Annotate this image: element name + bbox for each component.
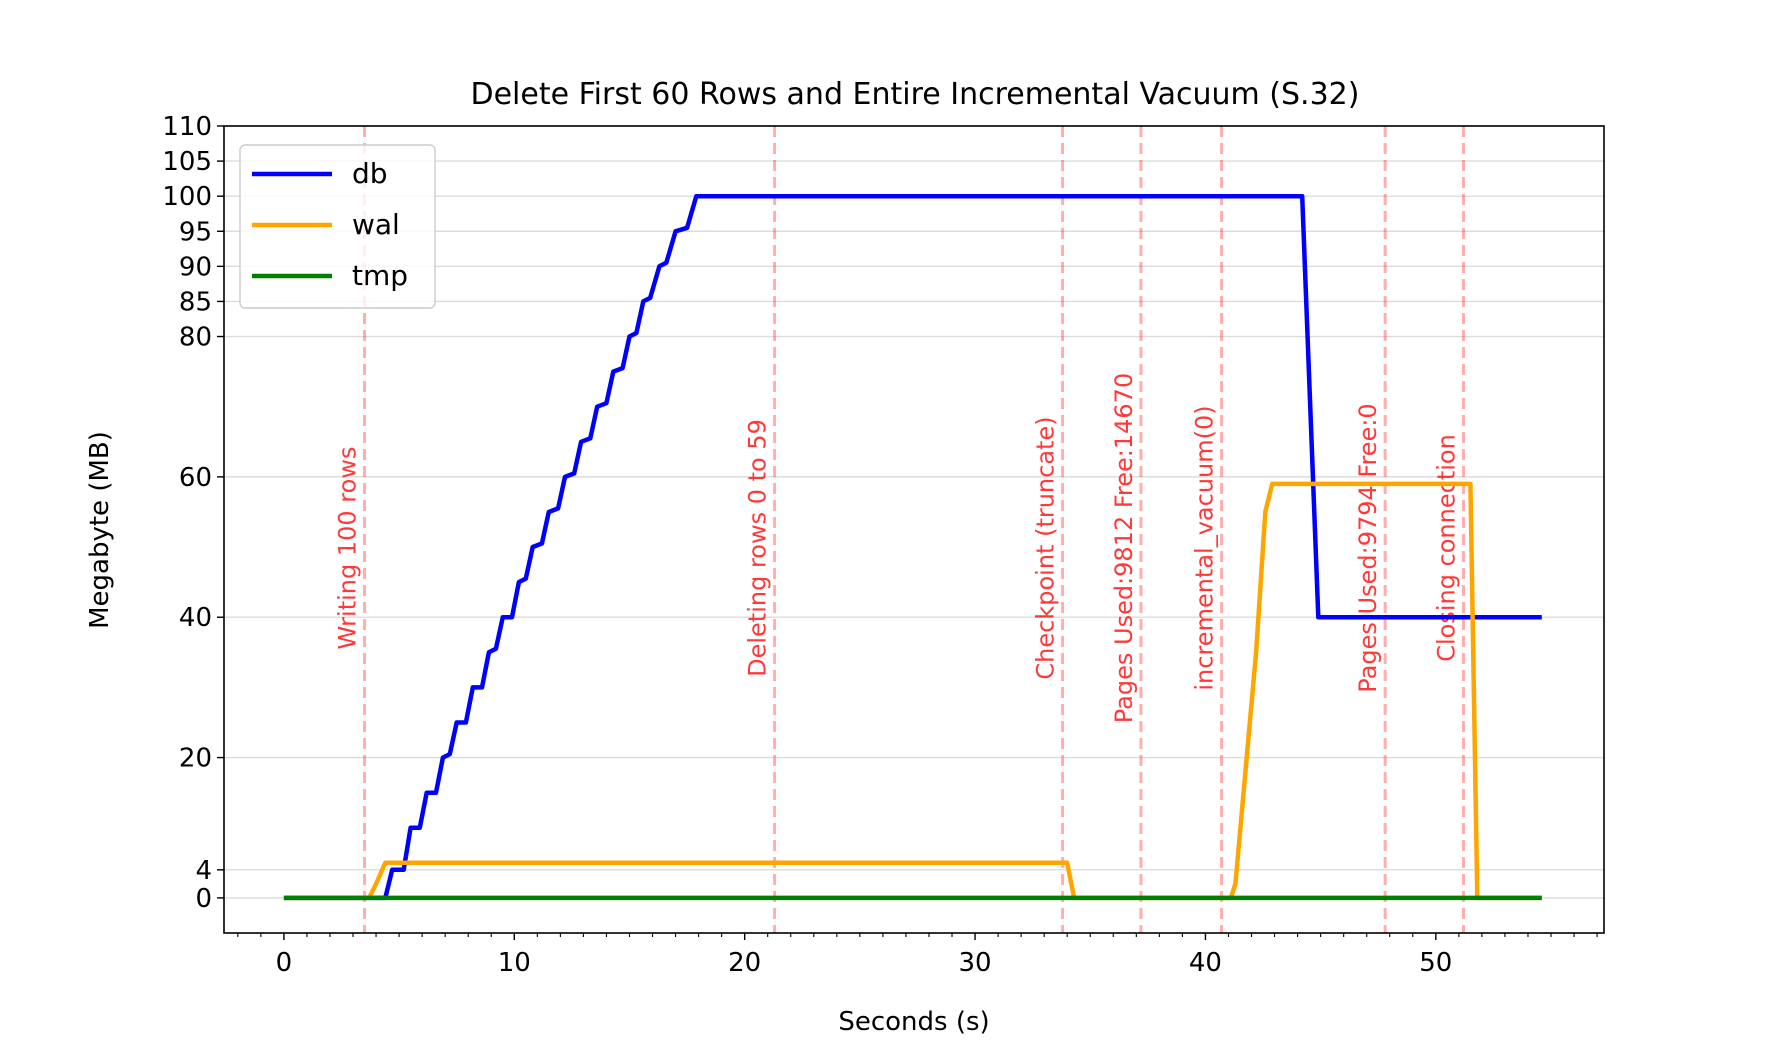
x-tick-label: 30 (959, 948, 992, 978)
series-wal-line (283, 481, 1542, 901)
y-tick-label: 20 (179, 744, 212, 774)
event-label: incremental_vacuum(0) (1191, 405, 1219, 690)
chart-title: Delete First 60 Rows and Entire Incremen… (471, 77, 1360, 112)
x-tick-label: 50 (1419, 948, 1452, 978)
event-label: Checkpoint (truncate) (1032, 416, 1060, 679)
x-tick-label: 0 (276, 948, 293, 978)
legend-label-db: db (352, 157, 388, 190)
x-axis-label: Seconds (s) (838, 1007, 989, 1037)
x-tick-label: 40 (1189, 948, 1222, 978)
y-tick-label: 105 (162, 147, 212, 177)
y-tick-label: 4 (195, 856, 212, 886)
event-label: Closing connection (1432, 434, 1460, 662)
y-tick-label: 40 (179, 603, 212, 633)
y-tick-label: 95 (179, 217, 212, 247)
x-tick-label: 20 (728, 948, 761, 978)
y-tick-label: 0 (195, 884, 212, 914)
annotations: Writing 100 rows Deleting rows 0 to 59 Che… (334, 126, 1465, 933)
y-tick-label: 85 (179, 287, 212, 317)
plot-frame (223, 125, 1605, 934)
x-axis: 0 10 20 30 40 50 (237, 933, 1598, 978)
y-axis: 04 20 40 60 80 85 90 95 100 105 110 (162, 112, 224, 914)
legend-box (239, 144, 436, 309)
series (283, 193, 1542, 901)
y-tick-label: 110 (162, 112, 212, 142)
x-tick-label: 10 (498, 948, 531, 978)
series-db-line (283, 193, 1542, 901)
event-label: Deleting rows 0 to 59 (744, 419, 772, 677)
legend-label-wal: wal (352, 208, 400, 241)
y-tick-label: 100 (162, 182, 212, 212)
y-tick-label: 80 (179, 323, 212, 353)
y-tick-label: 90 (179, 252, 212, 282)
y-tick-label: 60 (179, 463, 212, 493)
y-axis-label: Megabyte (MB) (85, 431, 115, 629)
event-label: Pages Used:9812 Free:14670 (1110, 373, 1138, 723)
legend-label-tmp: tmp (352, 259, 408, 292)
event-label: Pages Used:9794 Free:0 (1354, 403, 1382, 692)
event-label: Writing 100 rows (334, 447, 362, 650)
legend: db wal tmp (239, 144, 436, 309)
